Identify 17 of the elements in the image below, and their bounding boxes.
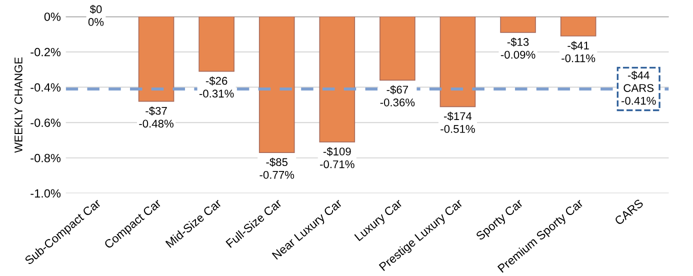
y-tick-label: -0.8% [30,154,61,162]
data-label: -$26 -0.31% [199,76,234,98]
data-label: -$41 -0.11% [562,41,596,62]
y-tick-label: 0% [44,12,61,21]
data-label: -$109 -0.71% [320,147,354,168]
data-label: -$37 -0.48% [139,106,174,128]
data-label: -$67 -0.36% [380,85,415,106]
y-tick-label: -0.2% [30,48,61,56]
y-axis-title: WEEKLY CHANGE [14,57,22,153]
ref-line-label: -$44 CARS -0.41% [621,70,656,105]
y-tick-label: -0.6% [30,118,61,127]
y-tick-label: -0.4% [30,83,61,92]
data-label: -$85 -0.77% [260,158,294,179]
data-label: -$174 -0.51% [440,112,475,133]
data-label: -$13 -0.09% [500,38,536,59]
data-label: $0 0% [88,4,104,26]
y-tick-label: -1.0% [30,189,61,198]
